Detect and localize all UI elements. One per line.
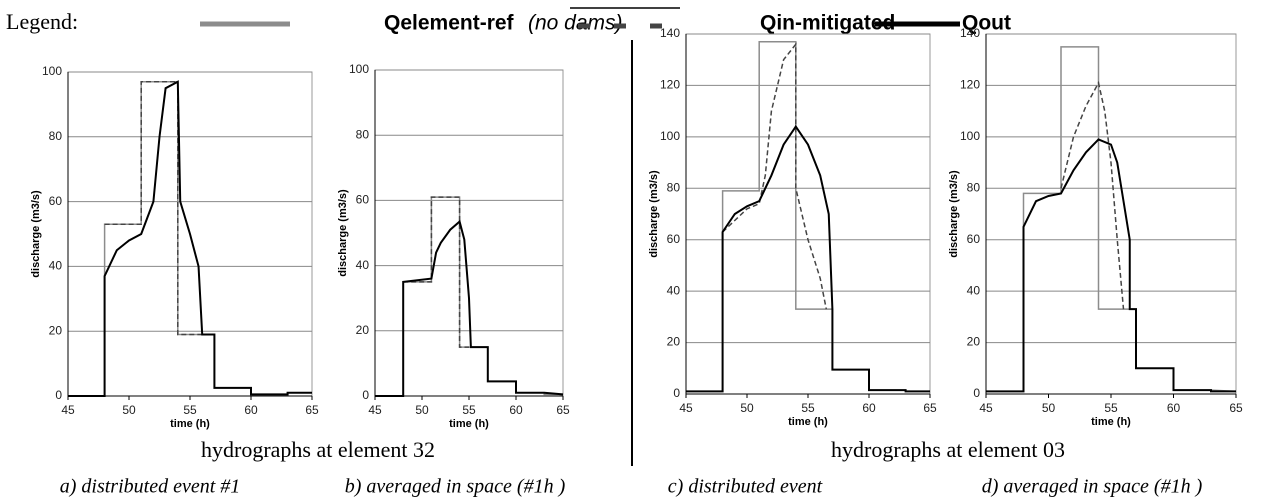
y-tick-label: 40 [49,259,63,273]
y-tick-label: 0 [673,386,680,400]
legend-entry: Qin-mitigated [760,12,895,35]
x-tick-label: 55 [183,403,197,417]
y-tick-label: 40 [967,283,981,297]
y-tick-label: 140 [660,26,680,40]
x-tick-label: 45 [679,401,693,415]
x-tick-label: 65 [923,401,937,415]
x-tick-label: 45 [979,401,993,415]
x-tick-label: 60 [1167,401,1181,415]
x-tick-label: 50 [122,403,136,417]
x-axis-label: time (h) [1091,416,1131,428]
y-tick-label: 80 [967,180,981,194]
y-tick-label: 60 [967,232,981,246]
y-tick-label: 100 [349,62,369,76]
y-tick-label: 60 [356,193,370,207]
legend-note: (no dams) [528,12,623,35]
panel-caption: b) averaged in space (#1h ) [345,476,566,498]
y-tick-label: 20 [49,323,63,337]
x-tick-label: 65 [556,403,570,417]
panel-caption: a) distributed event #1 [60,476,241,498]
y-tick-label: 100 [42,64,62,78]
y-tick-label: 80 [667,180,681,194]
legend-entry: Qelement-ref [384,12,515,35]
x-tick-label: 50 [740,401,754,415]
y-axis-label: discharge (m3/s) [948,170,960,258]
series-line [986,138,1236,393]
panel-caption: d) averaged in space (#1h ) [982,476,1203,498]
x-tick-label: 60 [244,403,258,417]
x-tick-label: 55 [1104,401,1118,415]
x-tick-label: 65 [1229,401,1243,415]
y-tick-label: 20 [356,323,370,337]
x-axis-label: time (h) [788,416,828,428]
y-tick-label: 20 [667,335,681,349]
legend-entry: Qout [962,12,1011,35]
x-tick-label: 55 [801,401,815,415]
y-axis-label: discharge (m3/s) [648,170,660,258]
series-line [68,80,312,397]
y-axis-label: discharge (m3/s) [337,189,349,277]
y-tick-label: 40 [667,283,681,297]
x-axis-label: time (h) [170,418,210,430]
series-line [375,219,564,397]
y-tick-label: 20 [967,335,981,349]
y-tick-label: 40 [356,258,370,272]
group-caption: hydrographs at element 32 [201,437,435,462]
series-line [686,124,930,393]
x-tick-label: 45 [368,403,382,417]
x-tick-label: 50 [415,403,429,417]
series-line [722,42,828,310]
x-tick-label: 60 [862,401,876,415]
y-axis-label: discharge (m3/s) [30,190,42,278]
series-line [1060,80,1125,310]
x-tick-label: 60 [509,403,523,417]
panel-caption: c) distributed event [668,476,823,498]
series-line [403,196,469,348]
group-caption: hydrographs at element 03 [831,437,1065,462]
y-tick-label: 140 [960,26,980,40]
y-tick-label: 80 [356,127,370,141]
x-tick-label: 45 [61,403,75,417]
x-tick-label: 50 [1042,401,1056,415]
y-tick-label: 80 [49,129,63,143]
x-axis-label: time (h) [449,418,489,430]
y-tick-label: 120 [960,78,980,92]
y-tick-label: 120 [660,78,680,92]
y-tick-label: 60 [49,194,63,208]
x-tick-label: 65 [305,403,319,417]
y-tick-label: 100 [960,129,980,143]
legend-label: Legend: [6,9,78,34]
y-tick-label: 100 [660,129,680,143]
series-line [104,80,203,336]
x-tick-label: 55 [462,403,476,417]
y-tick-label: 0 [55,388,62,402]
y-tick-label: 0 [973,386,980,400]
y-tick-label: 60 [667,232,681,246]
y-tick-label: 0 [362,388,369,402]
